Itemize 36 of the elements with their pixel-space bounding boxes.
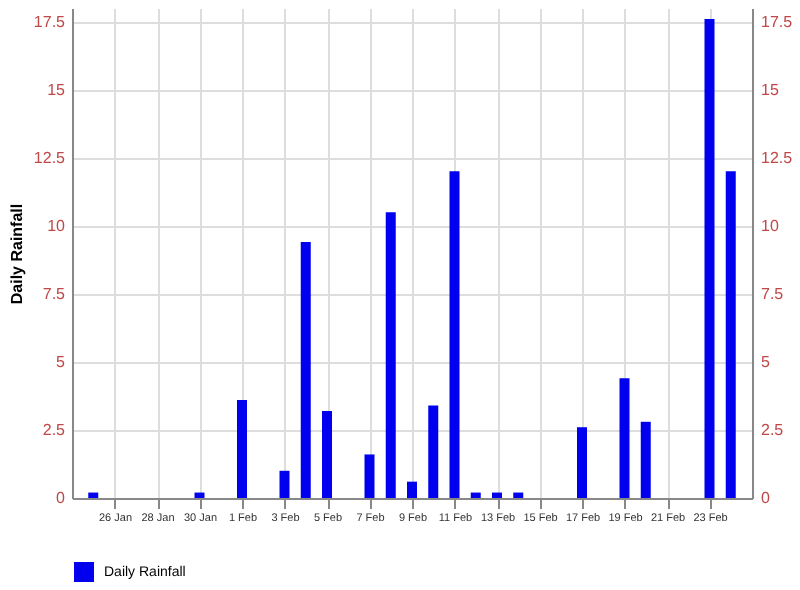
y-tick-label: 12.5 [33,148,67,167]
y-tick-label: 7.5 [42,284,67,303]
bar [449,171,460,498]
bar [385,212,396,498]
bar [725,171,736,498]
y-tick-label: 0 [56,489,67,507]
y2-tick-label: 5 [761,352,771,371]
y2-tick-label: 2.5 [761,420,785,439]
bar [704,18,715,498]
bar [577,427,587,498]
y2-tick-label: 17.5 [761,12,794,31]
bar [237,400,247,498]
y-tick-label: 10 [47,216,67,235]
y2-tick-label: 12.5 [761,148,794,167]
bar [428,405,439,498]
y-axis-title: Daily Rainfall [7,203,26,305]
bar [619,378,630,498]
bar [194,492,205,498]
y2-tick-label: 15 [761,80,780,99]
bar [322,410,332,498]
bar [364,454,375,498]
bar [88,492,99,498]
y-tick-label: 17.5 [33,12,67,31]
y-tick-label: 2.5 [42,420,67,439]
bar [492,492,502,498]
bar [279,470,290,498]
bar [640,421,651,498]
y-tick-label: 15 [47,80,67,99]
y-tick-label: 5 [56,352,67,371]
bar [470,492,481,498]
bar [513,492,524,498]
y2-tick-label: 10 [761,216,780,235]
bar [407,481,417,498]
y2-tick-label: 7.5 [761,284,785,303]
bar [300,242,311,498]
y2-tick-label: 0 [761,489,771,507]
